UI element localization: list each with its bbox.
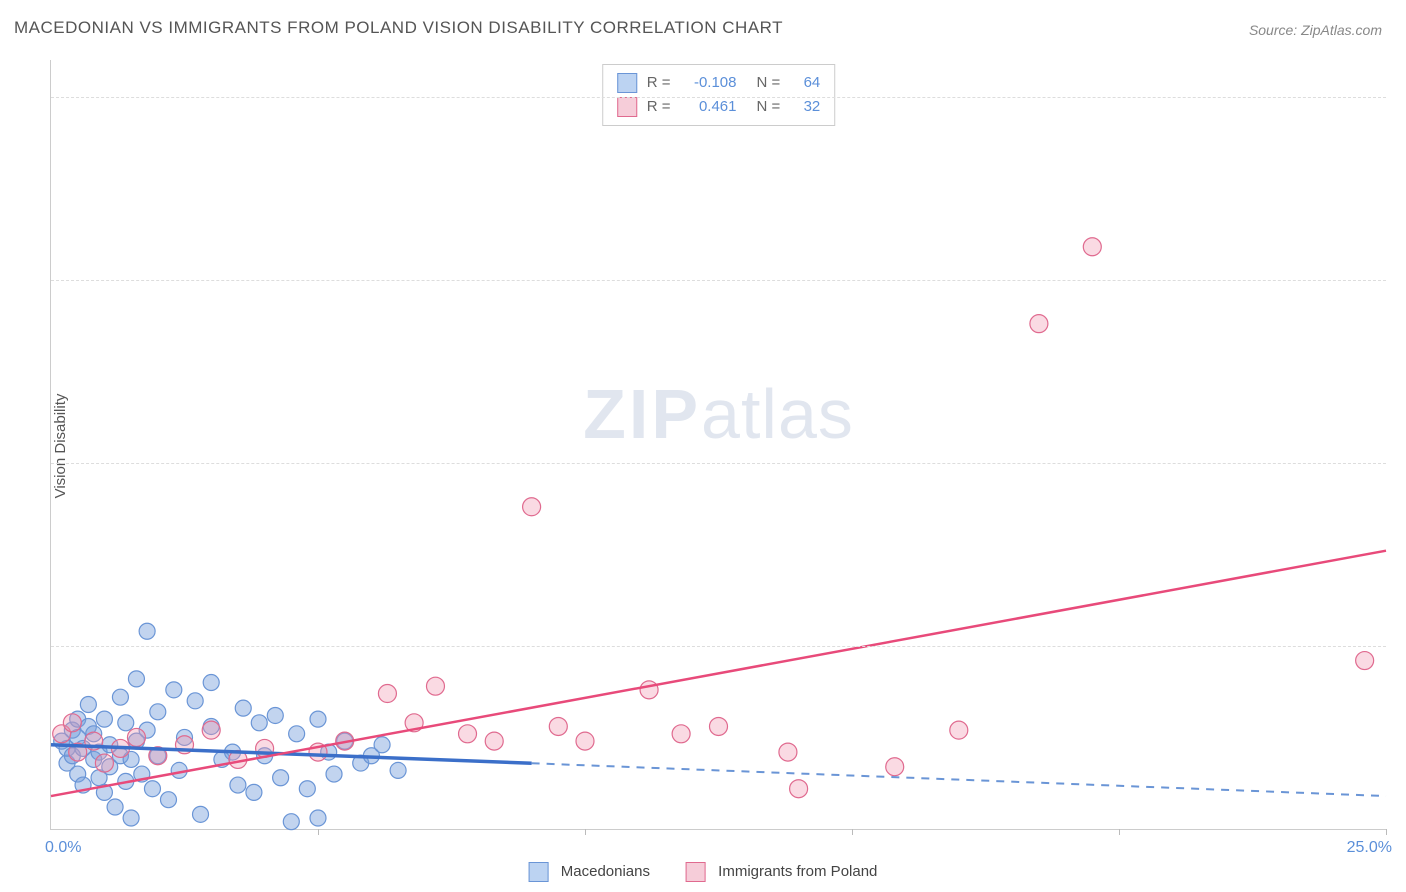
x-tick-origin: 0.0% <box>45 839 81 857</box>
source-attribution: Source: ZipAtlas.com <box>1249 22 1382 38</box>
legend-item-macedonians: Macedonians <box>529 862 650 882</box>
legend-swatch-poland <box>686 862 706 882</box>
chart-plot-area: ZIPatlas R = -0.108 N = 64 R = 0.461 N =… <box>50 60 1386 830</box>
series-legend: Macedonians Immigrants from Poland <box>529 862 878 882</box>
chart-title: MACEDONIAN VS IMMIGRANTS FROM POLAND VIS… <box>14 18 783 38</box>
legend-item-poland: Immigrants from Poland <box>686 862 877 882</box>
x-tick-end: 25.0% <box>1347 839 1392 857</box>
scatter-svg <box>51 60 1386 829</box>
legend-swatch-macedonians <box>529 862 549 882</box>
